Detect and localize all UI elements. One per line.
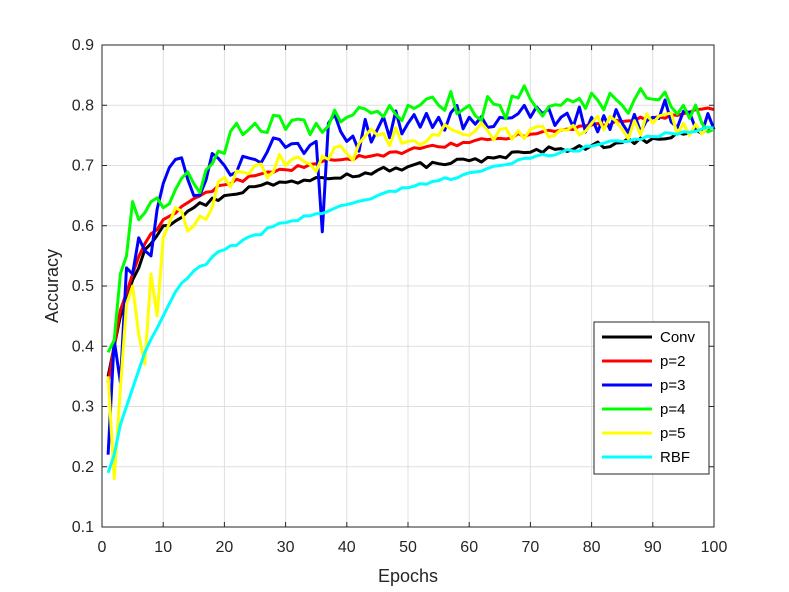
series-line-conv: [106, 126, 715, 377]
y-tick-label: 0.8: [72, 97, 94, 114]
x-tick-label: 70: [522, 539, 540, 556]
x-tick-label: 30: [277, 539, 295, 556]
y-axis: 0.1 0.2 0.3 0.4 0.5 0.6 0.7 0.8 0.9: [72, 37, 714, 536]
legend-label: Conv: [660, 329, 696, 346]
x-tick-label: 80: [583, 539, 601, 556]
y-tick-label: 0.2: [72, 459, 94, 476]
legend-label: p=3: [660, 377, 685, 394]
x-axis: 0 10 20 30 40 50 60 70 80 90 100: [98, 45, 728, 556]
x-axis-label: Epochs: [378, 566, 438, 586]
x-tick-label: 40: [338, 539, 356, 556]
y-tick-label: 0.1: [72, 519, 94, 536]
x-tick-label: 10: [154, 539, 172, 556]
y-tick-label: 0.6: [72, 218, 94, 235]
y-tick-label: 0.4: [72, 338, 94, 355]
x-tick-label: 0: [98, 539, 107, 556]
x-tick-label: 60: [460, 539, 478, 556]
y-axis-label: Accuracy: [42, 249, 62, 323]
series-line-rbf: [106, 125, 715, 474]
legend-label: RBF: [660, 449, 690, 466]
x-tick-label: 100: [701, 539, 728, 556]
x-tick-label: 20: [216, 539, 234, 556]
legend-box: [593, 321, 710, 475]
y-tick-label: 0.9: [72, 37, 94, 54]
series-layer: [106, 84, 716, 481]
legend-label: p=4: [660, 401, 685, 418]
y-tick-label: 0.3: [72, 399, 94, 416]
x-tick-label: 90: [644, 539, 662, 556]
series-line-p4: [106, 84, 715, 353]
y-tick-label: 0.5: [72, 278, 94, 295]
x-tick-label: 50: [399, 539, 417, 556]
y-tick-label: 0.7: [72, 158, 94, 175]
series-line-p5: [106, 111, 715, 481]
legend: Conv p=2 p=3 p=4 p=5 RBF: [593, 321, 710, 475]
legend-label: p=2: [660, 353, 685, 370]
legend-label: p=5: [660, 425, 685, 442]
